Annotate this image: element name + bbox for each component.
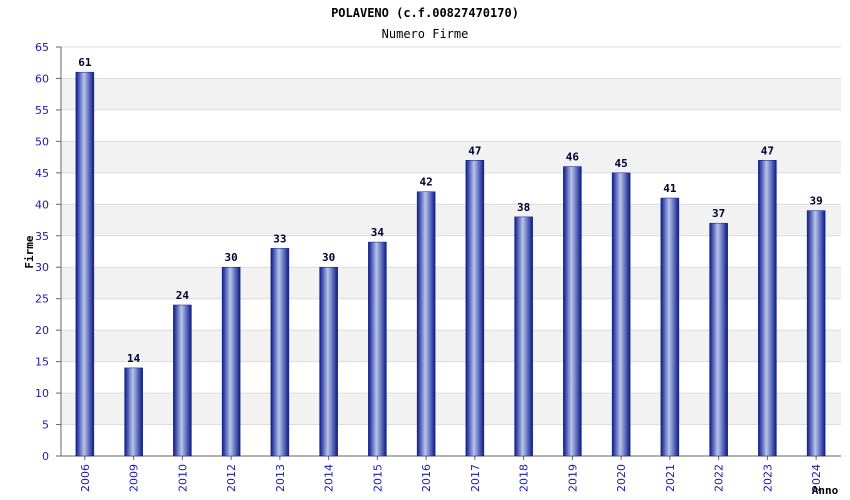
data-label: 45 [615, 157, 628, 170]
data-label: 39 [810, 195, 823, 208]
y-tick-label: 15 [35, 356, 49, 369]
y-tick-label: 5 [42, 419, 49, 432]
x-tick-label: 2012 [225, 464, 238, 492]
data-label: 37 [712, 207, 725, 220]
y-tick-label: 65 [35, 41, 49, 54]
y-tick-label: 20 [35, 324, 49, 337]
bar [319, 266, 338, 457]
x-tick-label: 2021 [664, 464, 677, 492]
grid-band [61, 78, 841, 110]
data-label: 34 [371, 226, 385, 239]
y-tick-label: 55 [35, 104, 49, 117]
data-label: 33 [273, 232, 286, 245]
data-label: 24 [176, 289, 190, 302]
y-tick-label: 50 [35, 135, 49, 148]
data-label: 30 [225, 251, 238, 264]
x-tick-label: 2019 [566, 464, 579, 492]
x-tick-label: 2023 [761, 464, 774, 492]
y-tick-label: 30 [35, 261, 49, 274]
y-tick-labels: 0 5 10 15 20 25 30 35 40 45 50 55 60 65 [35, 41, 49, 463]
y-tick-label: 0 [42, 450, 49, 463]
bars [75, 71, 826, 457]
bar [660, 197, 680, 457]
data-label: 42 [420, 176, 433, 189]
x-tick-label: 2006 [79, 464, 92, 492]
bar [416, 191, 436, 457]
bar [173, 304, 192, 457]
y-tick-label: 45 [35, 167, 49, 180]
bar [124, 367, 143, 457]
y-tick-label: 60 [35, 72, 49, 85]
data-label: 41 [663, 182, 677, 195]
data-label: 30 [322, 251, 335, 264]
x-axis-label: Anno [812, 484, 839, 497]
bar [514, 216, 533, 457]
data-label: 14 [127, 352, 141, 365]
data-label: 47 [468, 144, 481, 157]
bar [368, 241, 387, 457]
bar [465, 160, 485, 457]
chart-subtitle: Numero Firme [382, 27, 469, 41]
bar [563, 166, 582, 457]
x-tick-label: 2013 [274, 464, 287, 492]
bar [270, 248, 290, 457]
x-tick-label: 2020 [615, 464, 628, 492]
x-tick-label: 2022 [713, 464, 726, 492]
x-tick-label: 2014 [323, 464, 336, 492]
bar [611, 172, 631, 457]
y-axis-label: Firme [23, 235, 36, 268]
data-labels: 61 14 24 30 33 30 34 42 47 38 46 45 41 37 47 39 [78, 56, 823, 365]
grid-band [61, 141, 841, 173]
bar [709, 222, 728, 457]
x-tick-label: 2016 [420, 464, 433, 492]
y-tick-label: 40 [35, 198, 49, 211]
data-label: 46 [566, 151, 580, 164]
chart-title: POLAVENO (c.f.00827470170) [331, 6, 519, 20]
y-tick-label: 25 [35, 293, 49, 306]
x-tick-labels: 2006 2009 2010 2012 2013 2014 2015 2016 2017 2018… [79, 464, 823, 492]
x-tick-label: 2024 [810, 464, 823, 492]
data-label: 47 [761, 144, 774, 157]
bar [221, 266, 241, 457]
y-tick-label: 10 [35, 387, 49, 400]
data-label: 38 [517, 201, 530, 214]
x-tick-label: 2009 [128, 464, 141, 492]
x-tick-label: 2017 [469, 464, 482, 492]
bar [758, 160, 777, 457]
x-tick-label: 2015 [371, 464, 384, 492]
data-label: 61 [78, 56, 92, 69]
x-tick-label: 2018 [518, 464, 531, 492]
bar [806, 210, 826, 457]
bar [75, 71, 95, 457]
x-tick-label: 2010 [176, 464, 189, 492]
y-tick-label: 35 [35, 230, 49, 243]
